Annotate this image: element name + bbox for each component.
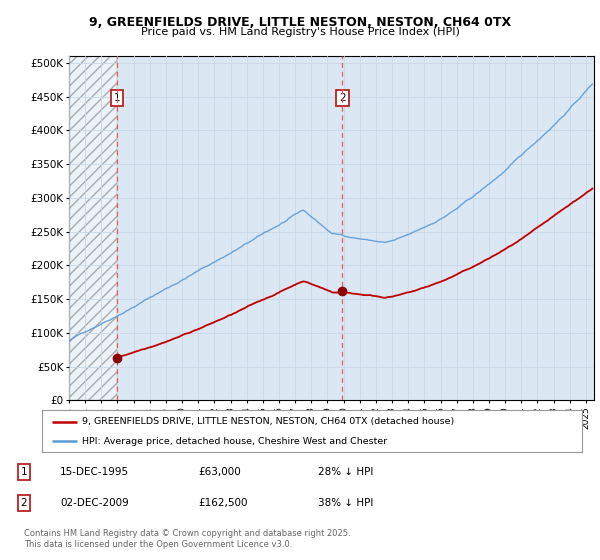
Text: 9, GREENFIELDS DRIVE, LITTLE NESTON, NESTON, CH64 0TX (detached house): 9, GREENFIELDS DRIVE, LITTLE NESTON, NES… bbox=[83, 417, 455, 426]
Text: 1: 1 bbox=[20, 466, 28, 477]
Text: 15-DEC-1995: 15-DEC-1995 bbox=[60, 466, 129, 477]
Text: HPI: Average price, detached house, Cheshire West and Chester: HPI: Average price, detached house, Ches… bbox=[83, 437, 388, 446]
Text: 2: 2 bbox=[20, 498, 28, 508]
Text: 38% ↓ HPI: 38% ↓ HPI bbox=[318, 498, 373, 508]
Bar bbox=[69, 56, 117, 400]
Text: 02-DEC-2009: 02-DEC-2009 bbox=[60, 498, 129, 508]
Text: 1: 1 bbox=[113, 93, 120, 103]
Text: 28% ↓ HPI: 28% ↓ HPI bbox=[318, 466, 373, 477]
Text: £162,500: £162,500 bbox=[198, 498, 248, 508]
Text: Contains HM Land Registry data © Crown copyright and database right 2025.
This d: Contains HM Land Registry data © Crown c… bbox=[24, 529, 350, 549]
Text: 2: 2 bbox=[339, 93, 346, 103]
Text: £63,000: £63,000 bbox=[198, 466, 241, 477]
Bar bbox=[69, 56, 117, 400]
Text: Price paid vs. HM Land Registry's House Price Index (HPI): Price paid vs. HM Land Registry's House … bbox=[140, 27, 460, 37]
Text: 9, GREENFIELDS DRIVE, LITTLE NESTON, NESTON, CH64 0TX: 9, GREENFIELDS DRIVE, LITTLE NESTON, NES… bbox=[89, 16, 511, 29]
